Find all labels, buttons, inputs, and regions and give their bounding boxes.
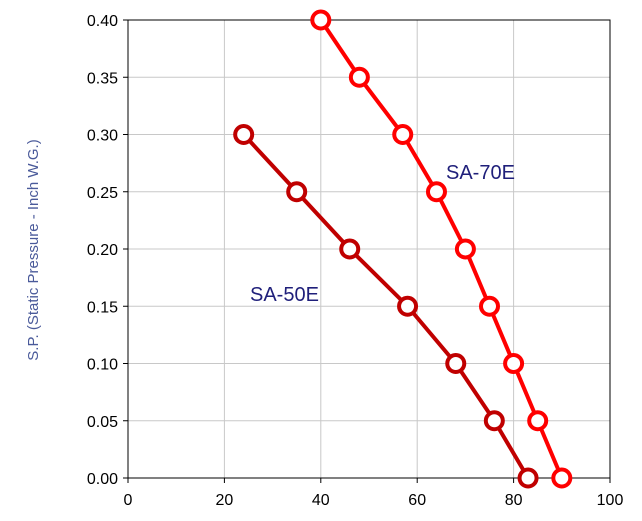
series-0-point-1	[286, 181, 308, 203]
series-layer	[233, 9, 573, 489]
y-tick-label-0: 0.00	[87, 471, 118, 488]
series-0-point-6	[517, 467, 539, 489]
y-tick-label-6: 0.30	[87, 128, 118, 145]
series-label-sa-50e: SA-50E	[250, 284, 319, 306]
series-1-point-8	[551, 467, 573, 489]
series-0-point-2	[339, 238, 361, 260]
series-0-point-4	[445, 353, 467, 374]
series-1-point-3	[425, 181, 447, 203]
y-tick-label-8: 0.40	[87, 13, 118, 30]
series-0-point-0	[233, 124, 255, 145]
y-tick-label-2: 0.10	[87, 357, 118, 374]
series-1-point-4	[454, 238, 476, 260]
y-tick-label-1: 0.05	[87, 414, 118, 431]
series-1-point-6	[503, 353, 525, 374]
x-axis: 0 20 40 60 80 100	[124, 478, 624, 509]
y-axis: 0.00 0.05 0.10 0.15 0.20 0.25 0.30 0.35 0.40	[87, 13, 128, 488]
y-tick-label-4: 0.20	[87, 242, 118, 259]
x-tick-label-4: 80	[505, 492, 523, 509]
y-tick-label-3: 0.15	[87, 299, 118, 316]
series-1-point-5	[479, 295, 500, 317]
x-tick-label-1: 20	[216, 492, 234, 509]
series-0-point-3	[397, 295, 419, 317]
x-tick-label-3: 60	[408, 492, 426, 509]
series-label-sa-70e: SA-70E	[446, 162, 515, 184]
y-tick-label-7: 0.35	[87, 70, 118, 87]
y-tick-label-5: 0.25	[87, 185, 118, 202]
series-1-point-2	[392, 124, 414, 145]
x-tick-label-2: 40	[312, 492, 330, 509]
series-1-point-7	[527, 410, 549, 432]
x-tick-label-5: 100	[597, 492, 624, 509]
y-axis-title: S.P. (Static Pressure - Inch W.G.)	[25, 139, 42, 360]
series-1-point-0	[310, 9, 332, 31]
x-tick-label-0: 0	[124, 492, 133, 509]
series-0-point-5	[483, 410, 505, 432]
series-1-point-1	[348, 66, 370, 88]
